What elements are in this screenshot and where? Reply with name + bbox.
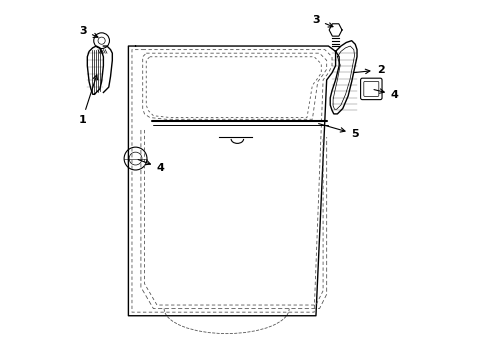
Text: 1: 1 (78, 75, 97, 125)
Text: 3: 3 (312, 15, 332, 27)
Text: 4: 4 (373, 89, 398, 100)
Text: 4: 4 (138, 159, 164, 173)
Text: 2: 2 (354, 65, 384, 75)
Text: 5: 5 (318, 123, 359, 139)
Text: 3: 3 (80, 26, 98, 37)
